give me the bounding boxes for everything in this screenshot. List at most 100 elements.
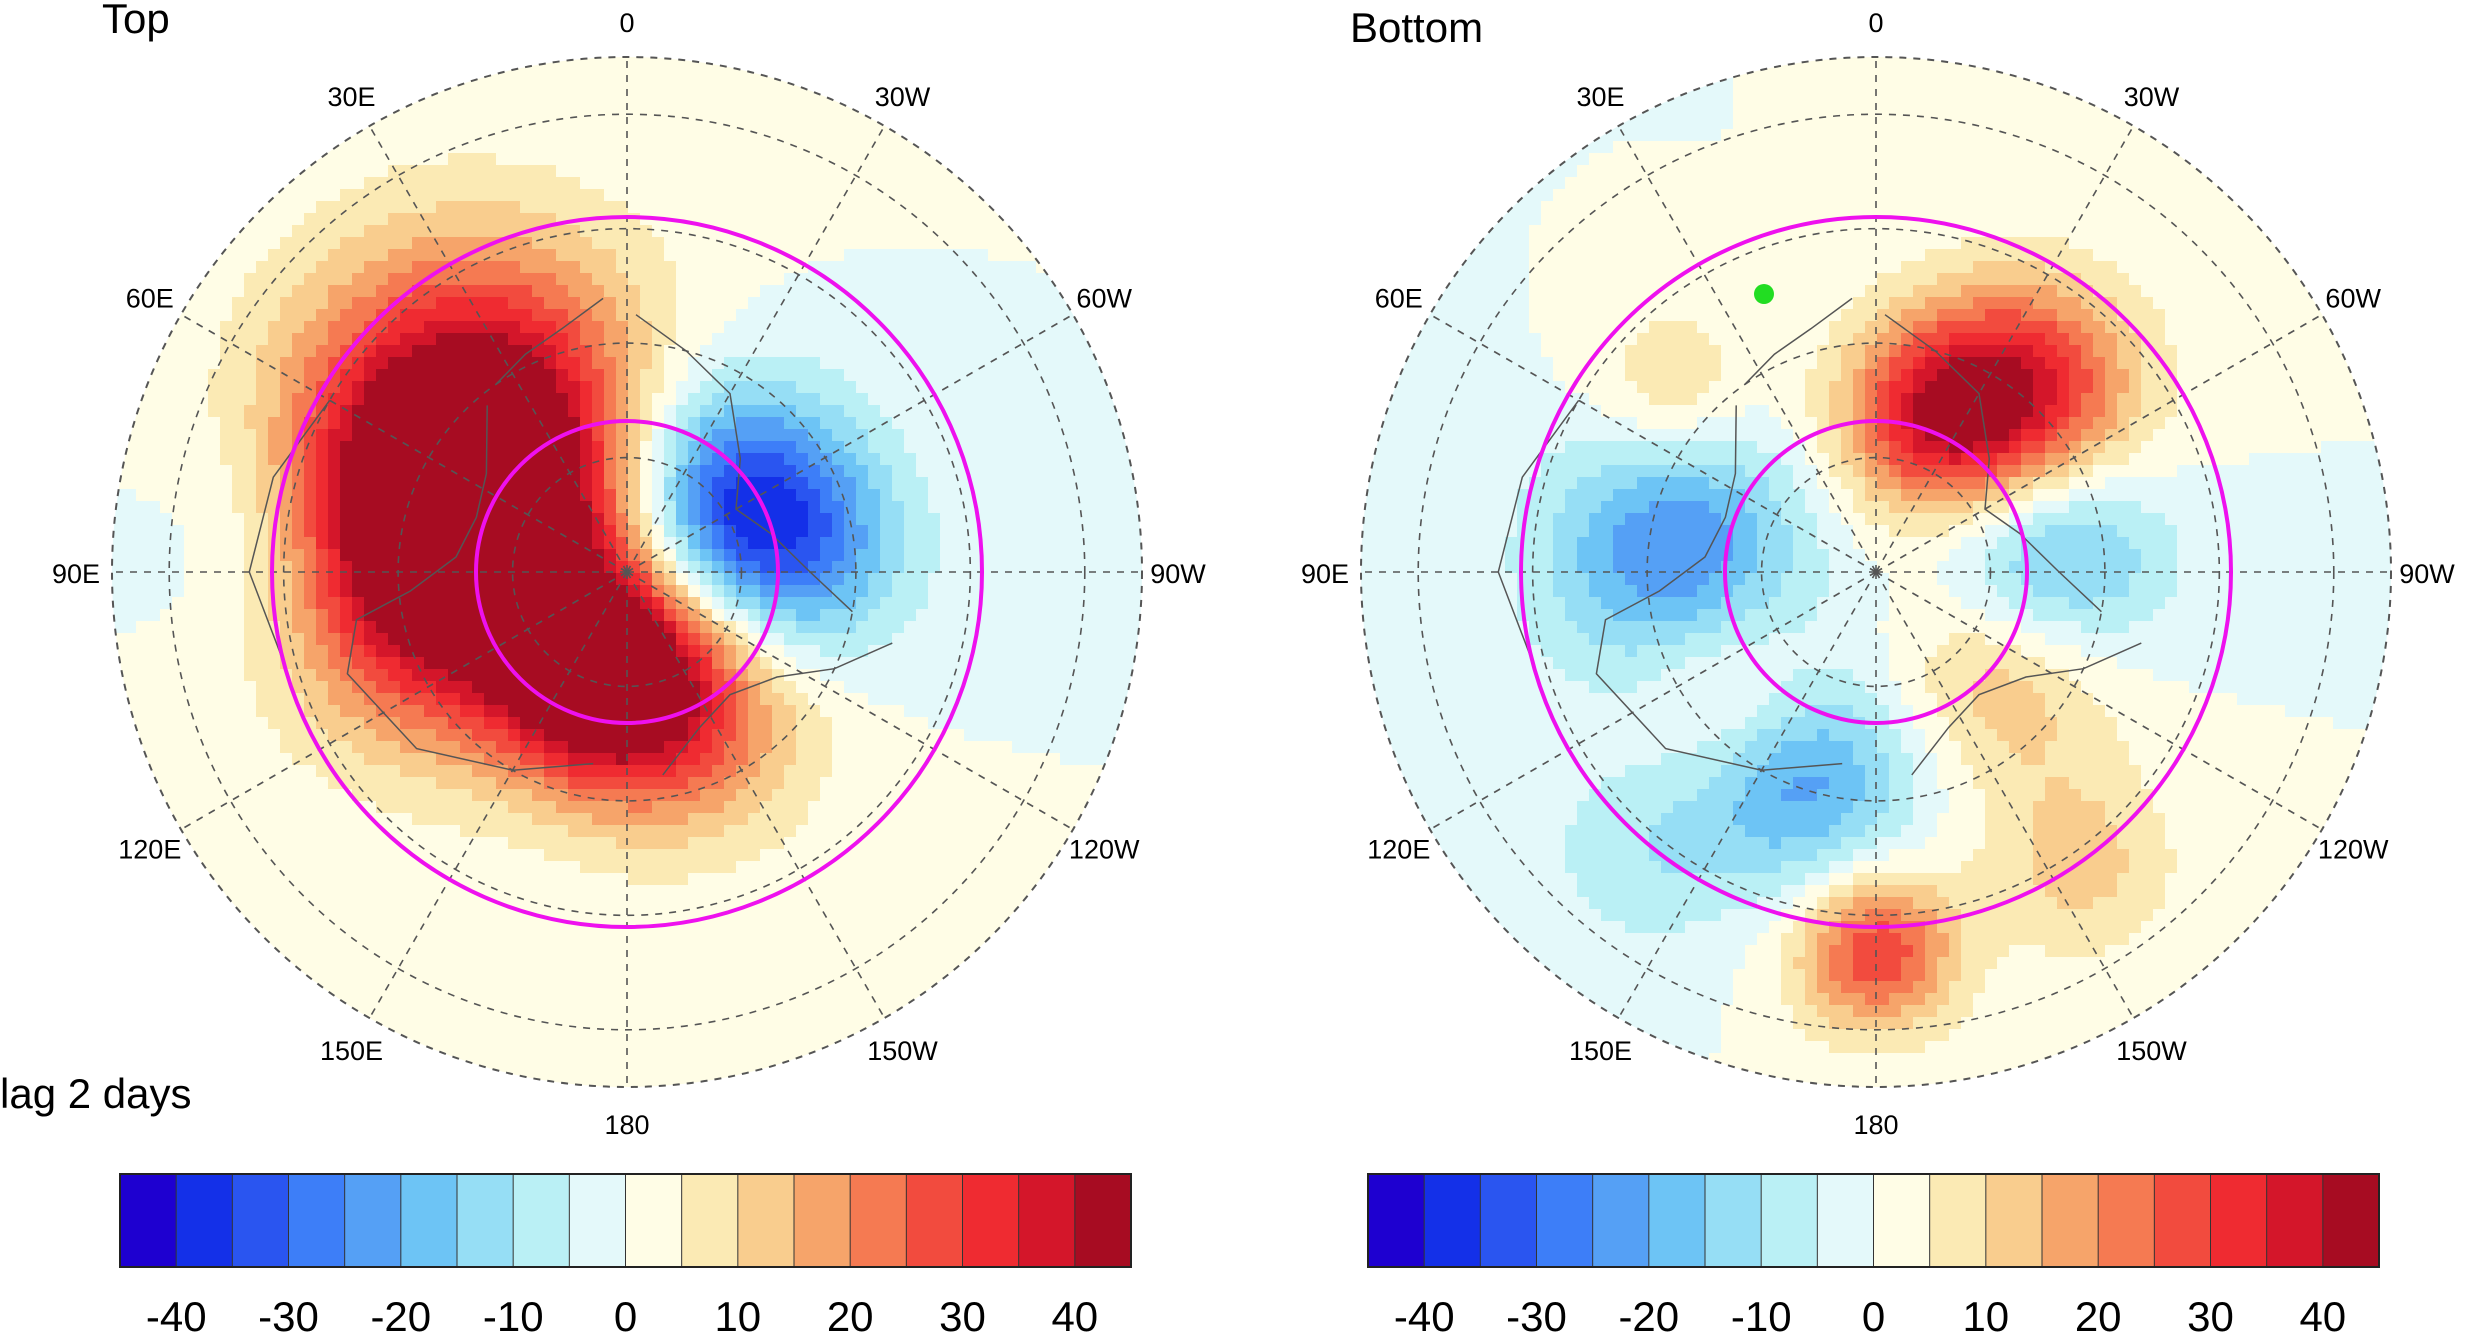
panel-title: Top bbox=[102, 0, 170, 42]
colorbar-swatch bbox=[1592, 1173, 1650, 1268]
colorbar-swatch bbox=[175, 1173, 234, 1268]
colorbar-swatch bbox=[1074, 1173, 1132, 1268]
colorbar-swatch bbox=[1018, 1173, 1076, 1268]
colorbar-tick-label: 10 bbox=[1962, 1293, 2009, 1332]
map-boundary bbox=[111, 56, 1143, 1088]
colorbar-swatch bbox=[1873, 1173, 1931, 1268]
colorbar-swatch bbox=[625, 1173, 683, 1268]
colorbar-swatch bbox=[2322, 1173, 2380, 1268]
colorbar-swatch bbox=[1704, 1173, 1763, 1268]
colorbar-swatch bbox=[1816, 1173, 1875, 1268]
map-panel-bottom: 0 30W 60W 90W 120W 150W 180 150E 120E 90E 60E 30E B… bbox=[1301, 4, 2455, 1140]
colorbar-swatch bbox=[2097, 1173, 2156, 1268]
longitude-label: 30E bbox=[327, 82, 375, 112]
longitude-label: 150W bbox=[867, 1036, 938, 1066]
latitude-circle-inner bbox=[1723, 419, 2029, 725]
colorbar-swatch bbox=[1648, 1173, 1706, 1268]
colorbar-tick-label: 40 bbox=[2299, 1293, 2346, 1332]
colorbar-right: -40 -30 -20 -10 0 10 20 30 40 bbox=[1367, 1173, 2380, 1332]
colorbar-tick-label: -10 bbox=[1731, 1293, 1792, 1332]
colorbar-swatch bbox=[1479, 1173, 1538, 1268]
colorbar-swatch bbox=[737, 1173, 795, 1268]
longitude-label: 120E bbox=[118, 835, 181, 865]
colorbar-swatch bbox=[2041, 1173, 2100, 1268]
map-boundary bbox=[1360, 56, 2392, 1088]
colorbar-tick-label: 10 bbox=[714, 1293, 761, 1332]
colorbar-swatch bbox=[2153, 1173, 2212, 1268]
colorbar-swatch bbox=[905, 1173, 964, 1268]
colorbar-swatch bbox=[1929, 1173, 1987, 1268]
colorbar-tick-label: 40 bbox=[1051, 1293, 1098, 1332]
coastlines bbox=[248, 297, 893, 776]
longitude-labels: 0 30W 60W 90W 120W 150W 180 150E 120E 90E 60E 30E bbox=[1301, 8, 2455, 1140]
contour-field bbox=[112, 57, 1142, 1087]
colorbar-swatch bbox=[288, 1173, 346, 1268]
colorbar-swatch bbox=[1367, 1173, 1426, 1268]
colorbar-swatch bbox=[568, 1173, 627, 1268]
longitude-label: 90E bbox=[1301, 559, 1349, 589]
longitude-labels: 0 30W 60W 90W 120W 150W 180 150E 120E 90E 60E 30E bbox=[52, 8, 1206, 1140]
colorbar-tick-label: 30 bbox=[2187, 1293, 2234, 1332]
colorbar-swatch bbox=[962, 1173, 1020, 1268]
colorbar-swatch bbox=[512, 1173, 571, 1268]
colorbar-tick-label: -10 bbox=[483, 1293, 544, 1332]
colorbar-tick-label: 0 bbox=[1862, 1293, 1885, 1332]
coastlines bbox=[1497, 297, 2142, 776]
colorbar-tick-label: 20 bbox=[827, 1293, 874, 1332]
latitude-circle-inner bbox=[474, 419, 780, 725]
longitude-label: 150E bbox=[1569, 1036, 1632, 1066]
colorbar-swatch bbox=[849, 1173, 908, 1268]
colorbar-swatch bbox=[681, 1173, 739, 1268]
colorbar-left: -40 -30 -20 -10 0 10 20 30 40 bbox=[119, 1173, 1132, 1332]
graticule bbox=[1361, 57, 2391, 1087]
longitude-label: 0 bbox=[619, 8, 634, 38]
colorbar-tick-label: -30 bbox=[258, 1293, 319, 1332]
longitude-label: 120W bbox=[2318, 835, 2389, 865]
longitude-label: 90E bbox=[52, 559, 100, 589]
colorbar-tick-label: 20 bbox=[2075, 1293, 2122, 1332]
longitude-label: 30W bbox=[2124, 82, 2180, 112]
colorbar-swatch bbox=[344, 1173, 402, 1268]
colorbar-tick-label: -40 bbox=[1394, 1293, 1455, 1332]
colorbar-tick-label: -20 bbox=[1618, 1293, 1679, 1332]
map-panel-top: 0 30W 60W 90W 120W 150W 180 150E 120E 90E 60E 30E T… bbox=[52, 0, 1206, 1140]
longitude-label: 150E bbox=[320, 1036, 383, 1066]
longitude-label: 60W bbox=[2325, 284, 2381, 314]
station-marker bbox=[1754, 284, 1774, 304]
colorbar-swatch bbox=[231, 1173, 290, 1268]
colorbar-swatch bbox=[793, 1173, 852, 1268]
colorbar-swatch bbox=[1536, 1173, 1594, 1268]
colorbar-swatch bbox=[119, 1173, 178, 1268]
longitude-label: 120W bbox=[1069, 835, 1140, 865]
longitude-label: 0 bbox=[1868, 8, 1883, 38]
longitude-label: 30W bbox=[875, 82, 931, 112]
panel-title: Bottom bbox=[1350, 4, 1483, 51]
colorbar-swatch bbox=[400, 1173, 458, 1268]
longitude-label: 90W bbox=[1150, 559, 1206, 589]
longitude-label: 60E bbox=[126, 284, 174, 314]
colorbar-swatch bbox=[1423, 1173, 1482, 1268]
graticule bbox=[112, 57, 1142, 1087]
contour-field bbox=[1361, 57, 2391, 1087]
colorbar-tick-label: -40 bbox=[146, 1293, 207, 1332]
lag-label: lag 2 days bbox=[0, 1070, 191, 1117]
colorbar-swatch bbox=[2210, 1173, 2268, 1268]
colorbar-swatch bbox=[2266, 1173, 2324, 1268]
colorbar-tick-label: 30 bbox=[939, 1293, 986, 1332]
longitude-label: 60E bbox=[1375, 284, 1423, 314]
longitude-label: 180 bbox=[604, 1110, 649, 1140]
colorbar-tick-label: 0 bbox=[614, 1293, 637, 1332]
colorbar-swatch bbox=[1760, 1173, 1819, 1268]
colorbar-swatch bbox=[1985, 1173, 2043, 1268]
longitude-label: 150W bbox=[2116, 1036, 2187, 1066]
longitude-label: 120E bbox=[1367, 835, 1430, 865]
colorbar-tick-label: -20 bbox=[370, 1293, 431, 1332]
colorbar-tick-label: -30 bbox=[1506, 1293, 1567, 1332]
longitude-label: 90W bbox=[2399, 559, 2455, 589]
longitude-label: 60W bbox=[1076, 284, 1132, 314]
colorbar-swatch bbox=[456, 1173, 515, 1268]
latitude-circle-outer bbox=[270, 215, 984, 929]
latitude-circle-outer bbox=[1519, 215, 2233, 929]
longitude-label: 180 bbox=[1853, 1110, 1898, 1140]
